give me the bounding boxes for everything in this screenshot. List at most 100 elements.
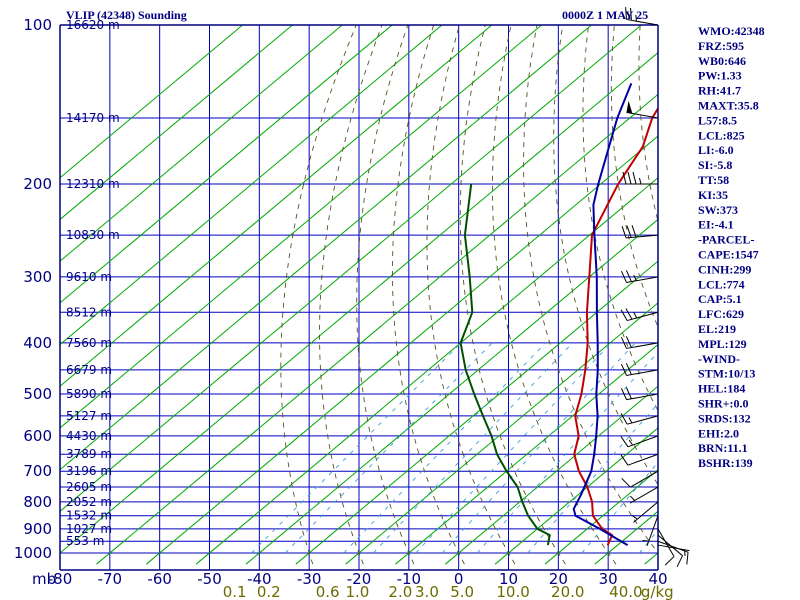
wind-barb bbox=[632, 501, 659, 523]
height-label: 12310 m bbox=[66, 177, 120, 191]
wind-barb bbox=[620, 435, 659, 448]
isotherm-line bbox=[444, 385, 658, 565]
wind-barb-feather bbox=[676, 555, 683, 568]
dewpoint-profile bbox=[459, 183, 551, 546]
pressure-tick-label: 600 bbox=[23, 427, 52, 445]
index-value: RH:41.7 bbox=[698, 84, 741, 98]
wind-barb bbox=[620, 387, 659, 401]
mixing-ratio-label: 0.1 bbox=[223, 583, 247, 600]
mixing-ratio-label: 2.0 bbox=[388, 583, 412, 600]
dry-adiabat-line bbox=[392, 25, 465, 565]
wind-barb-half-feather bbox=[642, 539, 649, 542]
wind-barb-half-feather bbox=[629, 495, 635, 501]
index-value: MPL:129 bbox=[698, 337, 747, 351]
wind-barb-feather bbox=[620, 309, 628, 321]
pressure-tick-label: 200 bbox=[23, 175, 52, 193]
mixing-ratio-label: 40.0 bbox=[609, 583, 642, 600]
wind-barb-staff bbox=[657, 540, 689, 553]
stability-indices-panel: WMO:42348FRZ:595WB0:646PW:1.33RH:41.7MAX… bbox=[698, 24, 765, 470]
wind-barb bbox=[657, 534, 683, 568]
index-value: KI:35 bbox=[698, 188, 728, 202]
wind-barb-feather bbox=[620, 363, 627, 376]
index-value: LI:-6.0 bbox=[698, 143, 734, 157]
isotherm-line bbox=[245, 218, 658, 565]
wind-barb-feather bbox=[620, 388, 627, 400]
index-value: LCL:774 bbox=[698, 277, 745, 291]
wind-barb bbox=[625, 7, 659, 26]
isotherm-line bbox=[395, 343, 658, 565]
index-value: TT:58 bbox=[698, 173, 729, 187]
temperature-tick-label: 40 bbox=[648, 570, 667, 588]
wind-barb bbox=[622, 171, 658, 185]
height-label: 3196 m bbox=[66, 464, 112, 478]
mixing-ratio-line bbox=[441, 342, 636, 554]
wind-barb-feather bbox=[620, 336, 627, 349]
mixing-ratio-line bbox=[476, 351, 658, 554]
wind-barb-staff bbox=[626, 415, 659, 425]
mixing-ratio-label: 0.6 bbox=[316, 583, 340, 600]
height-label: 1027 m bbox=[66, 522, 112, 536]
height-label: 16620 m bbox=[66, 18, 120, 32]
wind-barb bbox=[621, 470, 659, 488]
index-value: LFC:629 bbox=[698, 307, 744, 321]
mixing-ratio-line bbox=[284, 342, 493, 554]
chart-title: VLIP (42348) Sounding bbox=[66, 8, 187, 22]
wind-barb-half-feather bbox=[628, 439, 634, 446]
pressure-tick-label: 500 bbox=[23, 385, 52, 403]
wind-barb-staff bbox=[626, 18, 659, 26]
index-value: SHR+:0.0 bbox=[698, 397, 749, 411]
index-value: FRZ:595 bbox=[698, 39, 744, 53]
index-value: STM:10/13 bbox=[698, 367, 755, 381]
wind-barb-staff bbox=[627, 435, 659, 448]
mixing-ratio-label: 5.0 bbox=[450, 583, 474, 600]
wind-barb-half-feather bbox=[632, 515, 638, 520]
wind-barb bbox=[620, 270, 659, 283]
wind-barb-staff bbox=[657, 534, 683, 557]
pressure-tick-label: 300 bbox=[23, 268, 52, 286]
index-value: CAP:5.1 bbox=[698, 292, 742, 306]
mixing-ratio-line bbox=[372, 342, 573, 554]
index-value: BSHR:139 bbox=[698, 456, 753, 470]
index-value: WB0:646 bbox=[698, 54, 746, 68]
isotherm-line bbox=[145, 135, 658, 565]
wind-barb bbox=[621, 225, 659, 239]
pressure-tick-label: 1000 bbox=[14, 544, 52, 562]
wind-barb-feather bbox=[620, 454, 629, 466]
wind-barb-feather bbox=[630, 7, 632, 21]
index-value: PW:1.33 bbox=[698, 69, 742, 83]
mixing-ratio-label: 20.0 bbox=[551, 583, 584, 600]
index-value: EL:219 bbox=[698, 322, 736, 336]
isotherm-line bbox=[60, 25, 592, 471]
height-label: 1532 m bbox=[66, 509, 112, 523]
wind-barb-feather bbox=[621, 477, 631, 488]
isotherm-line bbox=[60, 25, 343, 262]
wind-barb-staff bbox=[630, 486, 659, 504]
isotherm-line bbox=[60, 25, 542, 429]
height-label: 5890 m bbox=[66, 387, 112, 401]
wind-barb-staff bbox=[646, 515, 659, 546]
height-label: 14170 m bbox=[66, 111, 120, 125]
wind-barb bbox=[620, 413, 659, 425]
mixing-ratio-line bbox=[415, 342, 612, 554]
wind-barb-feather bbox=[622, 171, 627, 185]
height-label: 8512 m bbox=[66, 305, 112, 319]
temperature-tick-label: 30 bbox=[599, 570, 618, 588]
wind-barb-feather bbox=[627, 171, 632, 185]
temperature-tick-label: -60 bbox=[147, 570, 172, 588]
dry-adiabat-line bbox=[459, 25, 566, 565]
wind-barb-feather bbox=[620, 270, 627, 283]
isotherm-line bbox=[60, 25, 642, 512]
wind-barb-feather bbox=[620, 436, 629, 448]
wind-barb-feather bbox=[664, 556, 675, 566]
isotherm-line bbox=[60, 52, 658, 554]
wind-barb-staff bbox=[626, 369, 659, 376]
index-value: BRN:11.1 bbox=[698, 441, 748, 455]
mixing-ratio-line bbox=[527, 403, 658, 554]
isotherm-line bbox=[60, 25, 393, 304]
height-label: 6679 m bbox=[66, 363, 112, 377]
wind-barb bbox=[620, 453, 659, 466]
temperature-tick-label: -10 bbox=[397, 570, 422, 588]
chart-time: 0000Z 1 MAY 25 bbox=[562, 8, 648, 22]
height-label: 553 m bbox=[66, 534, 104, 548]
